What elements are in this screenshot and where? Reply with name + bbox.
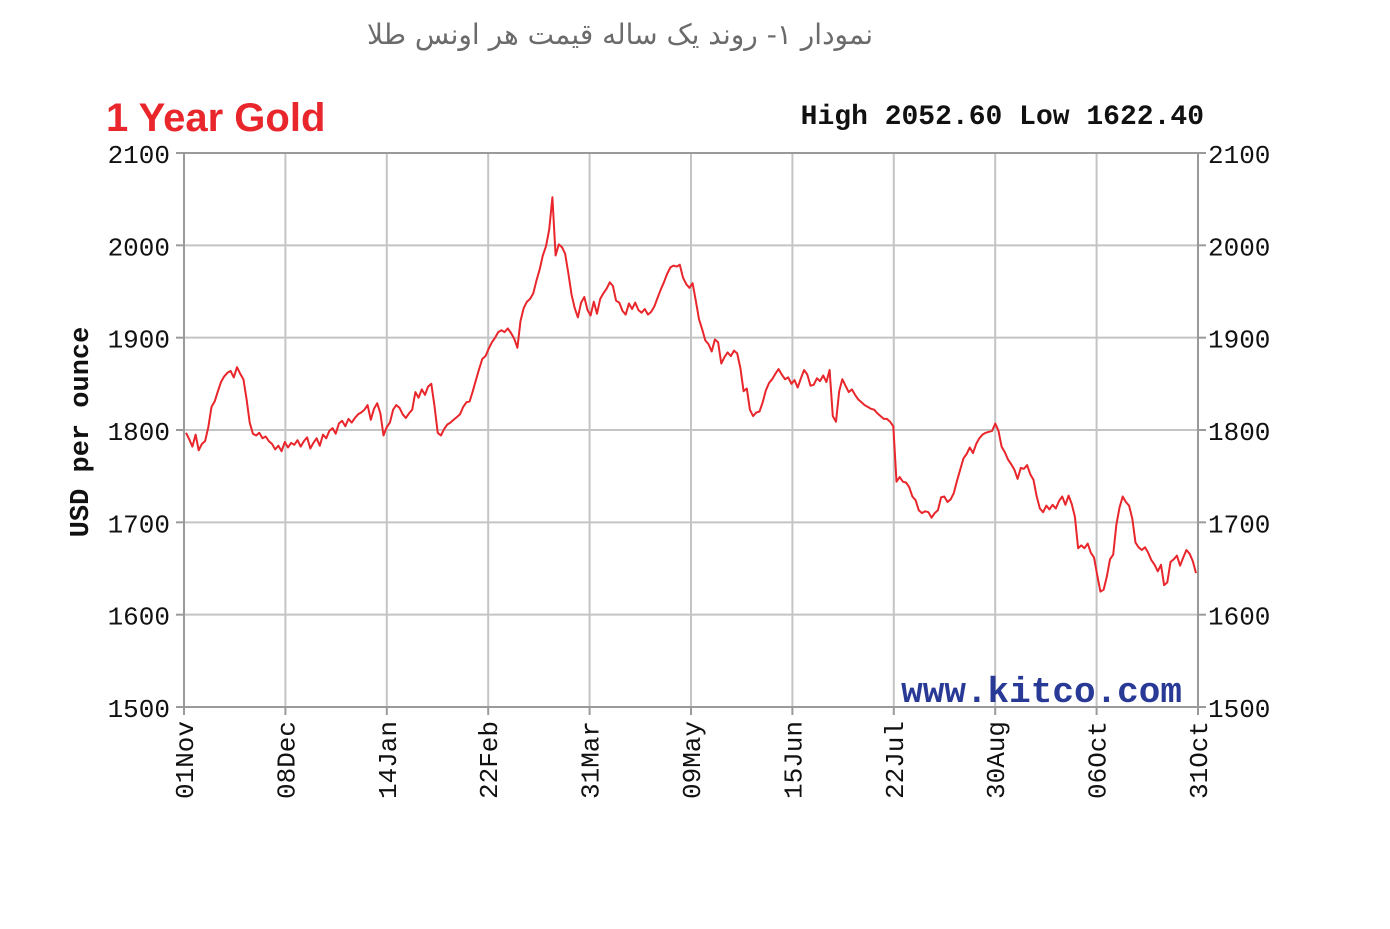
- x-tick-label: 06Oct: [1084, 721, 1114, 799]
- y-tick-label-left: 1700: [108, 510, 170, 540]
- x-tick-label: 30Aug: [982, 721, 1012, 799]
- low-value: 1622.40: [1086, 102, 1204, 133]
- y-tick-label-right: 1700: [1208, 510, 1270, 540]
- x-tick-label: 22Jul: [881, 721, 911, 799]
- y-tick-label-left: 2100: [108, 141, 170, 171]
- y-axis-label: USD per ounce: [67, 327, 97, 538]
- y-axis-left: 2100 2000 1900 1800 1700 1600 1500: [108, 141, 184, 725]
- y-tick-label-left: 1500: [108, 695, 170, 725]
- y-tick-label-left: 1600: [108, 603, 170, 633]
- stats-readout: High 2052.60 Low 1622.40: [801, 102, 1204, 133]
- x-tick-label: 15Jun: [779, 721, 809, 799]
- x-tick-label: 14Jan: [374, 721, 404, 799]
- series-line-gold: [185, 196, 1197, 593]
- y-tick-label-right: 1800: [1208, 418, 1270, 448]
- y-axis-right: 2100 2000 1900 1800 1700 1600 1500: [1198, 141, 1270, 725]
- y-tick-label-right: 2000: [1208, 233, 1270, 263]
- x-tick-label: 22Feb: [475, 721, 505, 799]
- y-tick-label-right: 1500: [1208, 695, 1270, 725]
- y-tick-label-left: 1800: [108, 418, 170, 448]
- x-tick-label: 09May: [678, 721, 708, 799]
- y-tick-label-right: 2100: [1208, 141, 1270, 171]
- figure-caption: نمودار ۱- روند یک ساله قیمت هر اونس طلا: [366, 18, 873, 51]
- low-label: Low: [1019, 102, 1070, 133]
- y-tick-label-left: 2000: [108, 233, 170, 263]
- x-axis: 01Nov 08Dec 14Jan 22Feb 31Mar 09May 15Jun 22Jul…: [171, 707, 1215, 799]
- x-tick-label: 01Nov: [171, 721, 201, 799]
- kitco-watermark: www.kitco.com: [901, 672, 1182, 713]
- high-value: 2052.60: [885, 102, 1003, 133]
- high-label: High: [801, 102, 868, 133]
- y-tick-label-left: 1900: [108, 326, 170, 356]
- x-tick-label: 31Oct: [1185, 721, 1215, 799]
- x-tick-label: 08Dec: [272, 721, 302, 799]
- x-tick-label: 31Mar: [577, 721, 607, 799]
- chart-title: 1 Year Gold: [106, 96, 325, 140]
- y-tick-label-right: 1600: [1208, 603, 1270, 633]
- y-tick-label-right: 1900: [1208, 326, 1270, 356]
